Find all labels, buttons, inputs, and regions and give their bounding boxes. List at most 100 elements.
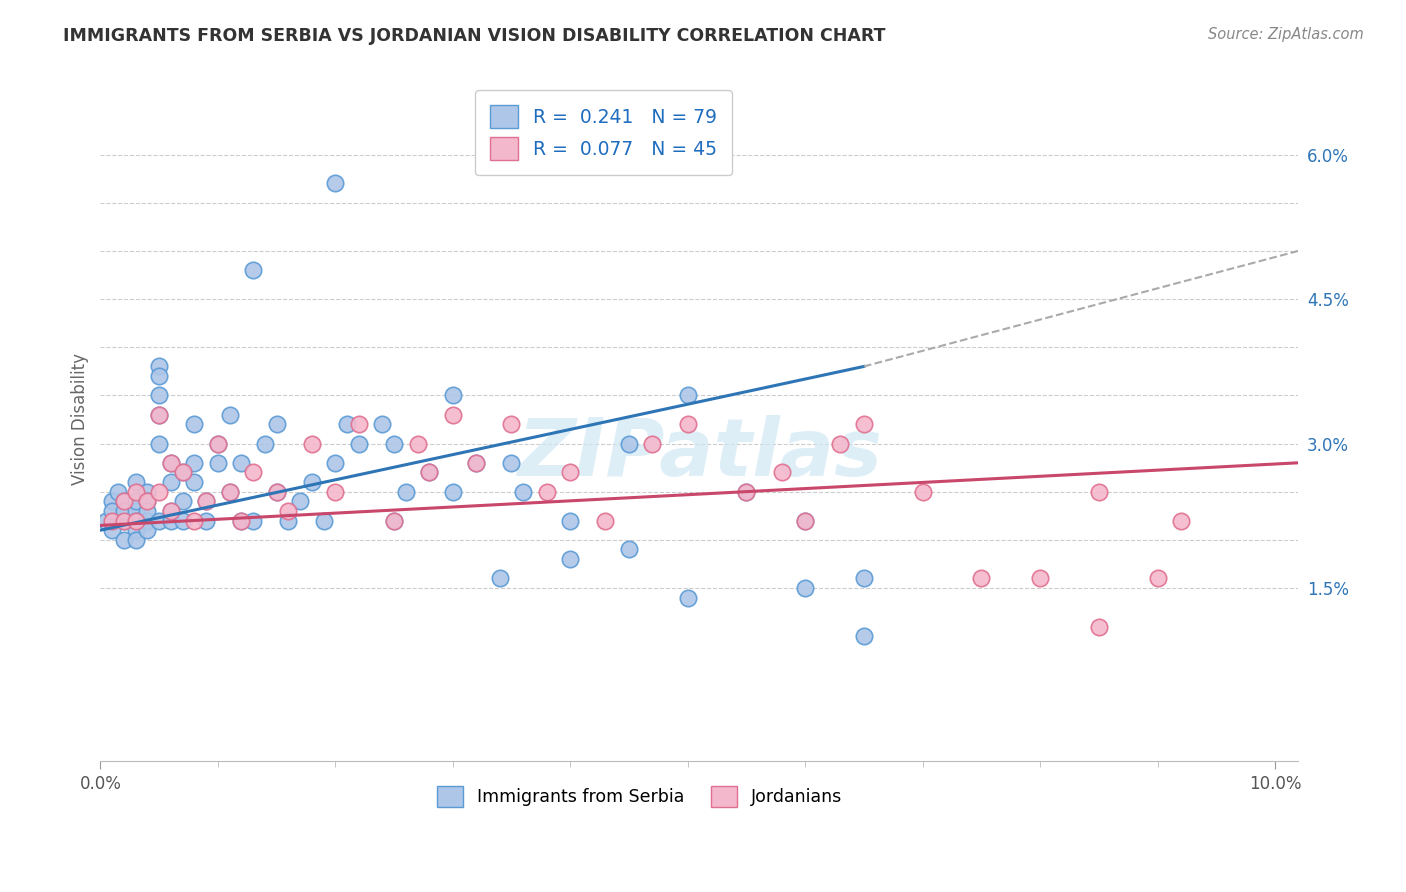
Point [160,504,183,518]
Point [488,571,510,585]
Point [124,484,146,499]
Point [560,514,582,528]
Point [207,436,229,450]
Point [160,475,183,489]
Point [218,408,240,422]
Point [830,436,852,450]
Point [242,514,264,528]
Point [218,484,240,499]
Point [124,523,146,537]
Point [911,484,934,499]
Point [172,494,194,508]
Point [676,417,699,432]
Point [172,466,194,480]
Point [195,494,218,508]
Point [183,417,205,432]
Point [207,436,229,450]
Point [347,417,370,432]
Point [852,417,875,432]
Point [124,475,146,489]
Point [101,504,124,518]
Point [112,494,135,508]
Text: Source: ZipAtlas.com: Source: ZipAtlas.com [1208,27,1364,42]
Point [676,591,699,605]
Point [136,523,159,537]
Point [676,388,699,402]
Point [136,504,159,518]
Point [96,514,118,528]
Point [112,533,135,547]
Point [406,436,429,450]
Point [112,504,135,518]
Point [160,514,183,528]
Point [382,514,405,528]
Point [560,466,582,480]
Point [301,475,323,489]
Point [794,514,817,528]
Y-axis label: Vision Disability: Vision Disability [72,353,89,485]
Point [148,408,170,422]
Point [617,436,640,450]
Point [852,629,875,643]
Point [595,514,617,528]
Point [347,436,370,450]
Point [323,456,346,470]
Point [560,552,582,566]
Point [136,494,159,508]
Point [266,484,288,499]
Point [794,514,817,528]
Point [124,494,146,508]
Point [288,494,311,508]
Point [148,369,170,384]
Point [124,514,146,528]
Point [231,514,253,528]
Point [124,504,146,518]
Point [1088,619,1111,633]
Point [970,571,993,585]
Point [418,466,440,480]
Point [277,514,299,528]
Point [112,494,135,508]
Point [172,466,194,480]
Point [512,484,534,499]
Point [101,514,124,528]
Point [124,514,146,528]
Point [852,571,875,585]
Point [395,484,418,499]
Point [1146,571,1168,585]
Point [1088,484,1111,499]
Point [136,514,159,528]
Point [794,581,817,595]
Point [735,484,758,499]
Point [770,466,793,480]
Point [124,533,146,547]
Point [301,436,323,450]
Point [418,466,440,480]
Point [112,514,135,528]
Point [207,456,229,470]
Point [242,263,264,277]
Point [183,514,205,528]
Point [371,417,394,432]
Point [148,436,170,450]
Legend: Immigrants from Serbia, Jordanians: Immigrants from Serbia, Jordanians [430,780,849,814]
Point [1029,571,1052,585]
Point [148,408,170,422]
Point [101,494,124,508]
Point [183,456,205,470]
Text: IMMIGRANTS FROM SERBIA VS JORDANIAN VISION DISABILITY CORRELATION CHART: IMMIGRANTS FROM SERBIA VS JORDANIAN VISI… [63,27,886,45]
Point [617,542,640,557]
Point [735,484,758,499]
Point [231,456,253,470]
Point [112,514,135,528]
Point [277,504,299,518]
Point [536,484,558,499]
Point [218,484,240,499]
Point [242,466,264,480]
Point [641,436,664,450]
Point [148,484,170,499]
Point [441,388,464,402]
Point [148,514,170,528]
Point [465,456,488,470]
Point [160,504,183,518]
